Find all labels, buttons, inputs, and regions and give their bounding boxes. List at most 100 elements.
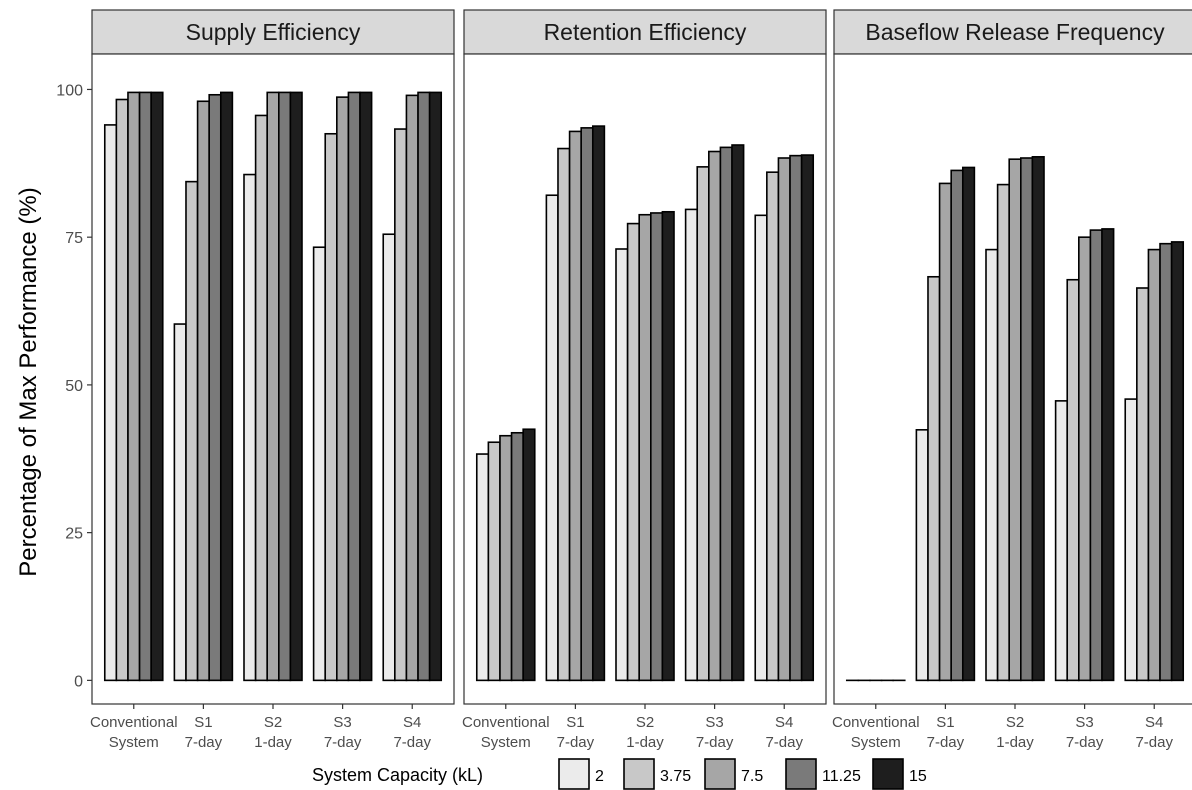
panel-3: Baseflow Release Frequency Conventional Sy… [832, 9, 1192, 751]
bar-2-1 [173, 323, 187, 682]
bar-11.25-3 [347, 91, 361, 682]
x-tick-label-line1: S3 [1075, 714, 1093, 731]
bar-11.25-3 [1089, 229, 1103, 682]
panel-strip [463, 9, 827, 55]
x-tick-label-line2: 7-day [1066, 734, 1104, 751]
x-tick-label-line1: S3 [705, 714, 723, 731]
bar-3.75-2 [626, 222, 640, 682]
x-tick-label-line1: S1 [194, 714, 212, 731]
bar-11.25-1 [208, 93, 222, 682]
bar-11.25-2 [649, 212, 664, 682]
bar-15-3 [731, 144, 745, 682]
x-tick-label-line2: 7-day [393, 734, 431, 751]
bar-2-4 [1124, 398, 1138, 682]
bar-3.75-4 [1136, 287, 1150, 682]
bar-7.5-3 [1078, 236, 1092, 682]
bar-2-4 [382, 233, 396, 682]
bar-7.5-0 [499, 434, 513, 682]
bar-2-2 [985, 248, 999, 682]
panel-title: Retention Efficiency [544, 19, 747, 45]
bar-2-1 [545, 194, 559, 682]
x-tick-label-line1: Conventional [832, 714, 920, 731]
facet-panels: Supply Efficiency Conventional System S1 7-d… [90, 9, 1192, 751]
bar-15-2 [289, 91, 303, 682]
x-tick-label-line1: S2 [264, 714, 282, 731]
x-tick-label-line2: 1-day [626, 734, 664, 751]
bar-11.25-2 [277, 91, 292, 682]
bar-3.75-2 [254, 114, 269, 682]
panel-strip [91, 9, 455, 55]
legend-label: 3.75 [660, 768, 691, 785]
x-tick-label-line2: System [481, 734, 531, 751]
y-tick-label: 0 [74, 673, 83, 690]
bar-2-0 [103, 124, 118, 682]
legend-key-11.25 [785, 758, 817, 790]
bar-15-4 [1170, 241, 1185, 682]
bar-7.5-4 [1147, 248, 1161, 682]
bar-15-0 [522, 428, 536, 682]
x-tick-label-line1: Conventional [462, 714, 550, 731]
bar-2-2 [615, 248, 629, 682]
bar-11.25-4 [789, 154, 803, 682]
bar-7.5-1 [568, 130, 582, 682]
bar-3.75-3 [696, 166, 710, 682]
bar-15-2 [1031, 156, 1045, 682]
bar-3.75-3 [1066, 278, 1080, 682]
x-tick-label-line2: 7-day [765, 734, 803, 751]
bar-11.25-4 [417, 91, 431, 682]
bar-2-3 [684, 208, 699, 682]
x-tick-label-line1: S1 [566, 714, 584, 731]
x-tick-label-line2: 7-day [324, 734, 362, 751]
bar-15-4 [800, 154, 815, 682]
bar-7.5-1 [196, 100, 210, 682]
bar-11.25-1 [580, 127, 594, 682]
panel-title: Baseflow Release Frequency [865, 19, 1165, 45]
bar-15-3 [359, 91, 373, 682]
x-tick-label-line1: S4 [775, 714, 793, 731]
y-axis-label: Percentage of Max Performance (%) [15, 187, 42, 577]
bar-2-4 [754, 214, 768, 682]
legend-key-7.5 [704, 758, 736, 790]
bar-15-3 [1101, 228, 1115, 682]
bar-3.75-0 [487, 441, 501, 682]
x-tick-label-line2: 1-day [996, 734, 1034, 751]
bar-11.25-0 [138, 91, 152, 682]
y-axis: 0 25 50 75 100 [56, 82, 92, 690]
y-tick-label: 50 [65, 378, 83, 395]
bar-11.25-4 [1159, 242, 1173, 682]
legend-key-3.75 [623, 758, 655, 790]
x-tick-label-line2: System [109, 734, 159, 751]
bar-15-1 [961, 166, 976, 682]
bar-15-1 [219, 91, 234, 682]
x-tick-label-line2: 1-day [254, 734, 292, 751]
legend-key-15 [872, 758, 904, 790]
panel-1: Supply Efficiency Conventional System S1 7-d… [90, 9, 455, 751]
bar-3.75-2 [996, 183, 1010, 682]
panel-2: Retention Efficiency Conventional System S1… [462, 9, 827, 751]
bar-7.5-2 [638, 213, 652, 682]
bar-3.75-4 [394, 128, 408, 682]
bar-2-3 [1054, 400, 1069, 682]
x-tick-label-line1: S2 [1006, 714, 1024, 731]
bar-3.75-4 [766, 171, 780, 682]
bar-7.5-2 [266, 91, 280, 682]
x-tick-label-line2: 7-day [557, 734, 595, 751]
bar-11.25-1 [950, 169, 964, 682]
legend-label: 15 [909, 768, 927, 785]
bar-15-2 [661, 210, 675, 682]
bar-15-0 [150, 91, 164, 682]
bar-3.75-1 [927, 275, 941, 682]
bar-3.75-3 [324, 132, 338, 682]
bar-2-3 [312, 246, 327, 682]
legend-title: System Capacity (kL) [312, 765, 483, 785]
bar-11.25-0 [510, 431, 524, 682]
bar-15-1 [591, 125, 606, 682]
bar-7.5-4 [777, 157, 791, 682]
y-tick-label: 25 [65, 526, 83, 543]
bar-7.5-0 [127, 91, 141, 682]
bar-7.5-3 [708, 150, 722, 682]
x-tick-label-line1: S1 [936, 714, 954, 731]
x-tick-label-line1: Conventional [90, 714, 178, 731]
x-tick-label-line2: 7-day [1135, 734, 1173, 751]
bar-2-1 [915, 429, 929, 682]
